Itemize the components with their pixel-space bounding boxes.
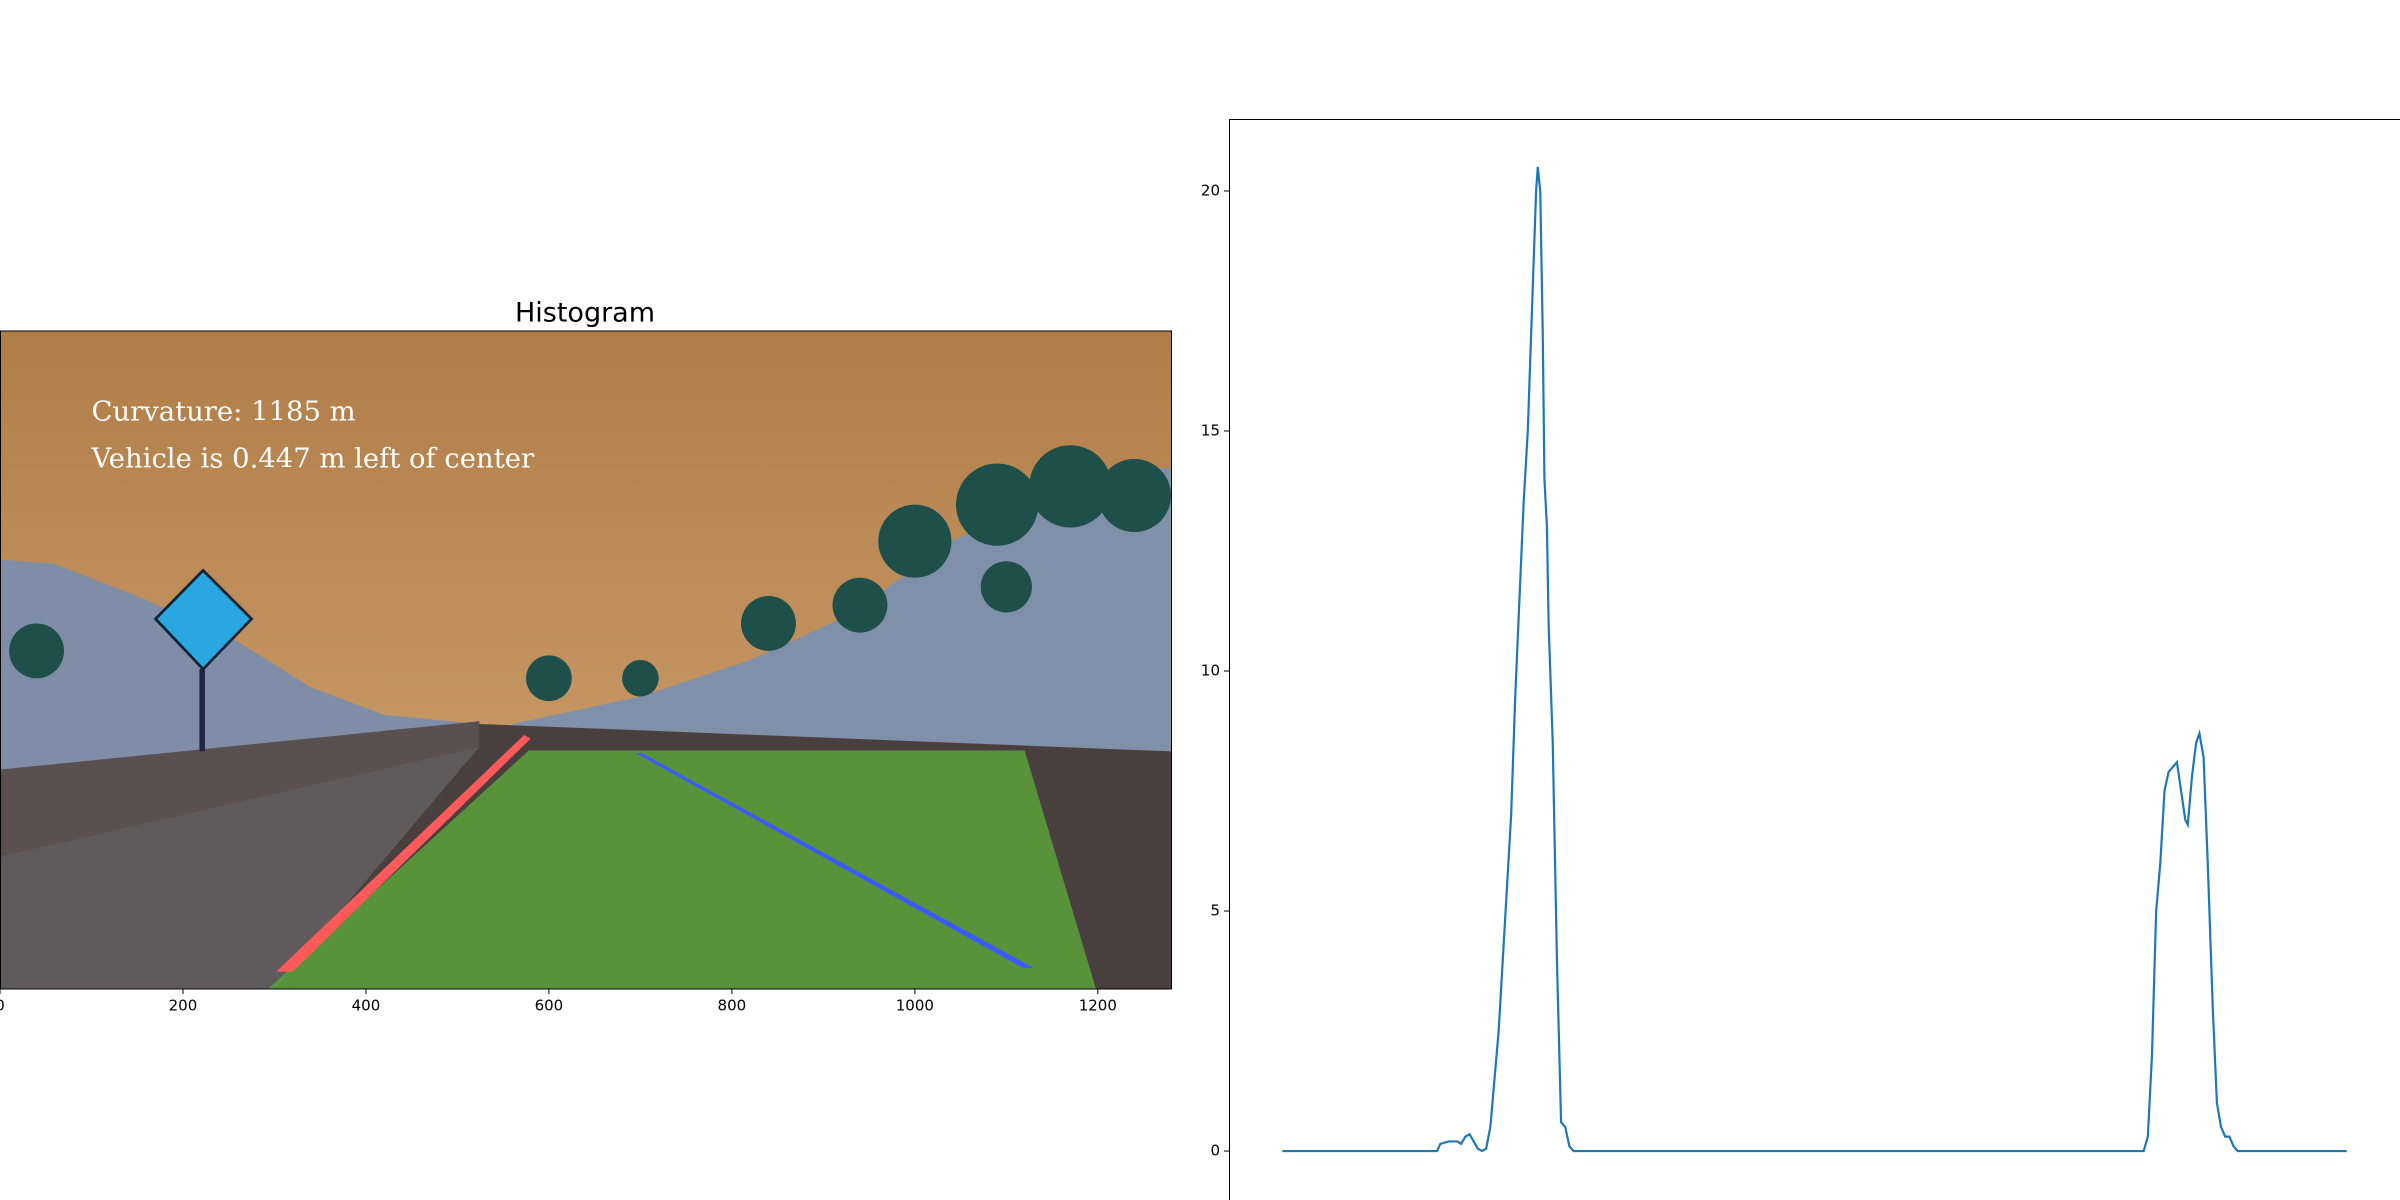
x-tick-label: 800 — [718, 997, 747, 1015]
y-tick-label: 5 — [1210, 902, 1220, 920]
image-frame — [0, 330, 1172, 990]
sign-post — [199, 669, 205, 752]
lane-fill — [268, 750, 1096, 989]
y-tick-label: 20 — [1201, 182, 1220, 200]
line — [1282, 166, 2347, 1153]
annotation: Curvature: 1185 m — [91, 397, 355, 428]
axes-frame — [1229, 119, 2400, 1200]
shoulder — [0, 746, 480, 989]
x-tick-label: 1200 — [1079, 997, 1117, 1015]
x-tick-label: 0 — [0, 997, 5, 1015]
x-tick-label: 1000 — [896, 997, 934, 1015]
barrier — [0, 721, 480, 857]
road-image: Curvature: 1185 m Vehicle is 0.447 m lef… — [0, 331, 1171, 989]
x-tick-label: 200 — [169, 997, 198, 1015]
annotation: Vehicle is 0.447 m left of center — [90, 443, 535, 474]
y-tick-label: 15 — [1201, 422, 1220, 440]
chart-title: Histogram — [515, 298, 655, 329]
y-tick-label: 10 — [1201, 662, 1220, 680]
left-lane-line — [276, 734, 531, 972]
x-tick-label: 400 — [352, 997, 381, 1015]
left-hill — [0, 559, 480, 770]
x-tick-label: 600 — [535, 997, 564, 1015]
trees — [9, 445, 1171, 702]
y-tick-label: 0 — [1210, 1142, 1220, 1160]
right-lane-line — [635, 753, 1034, 968]
